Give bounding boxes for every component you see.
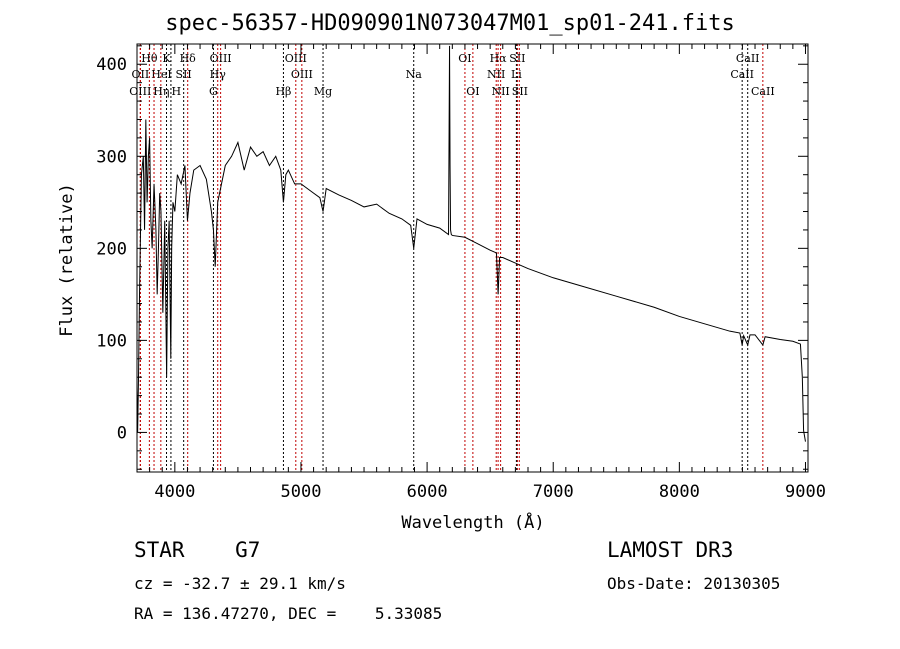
- spectral-line-label: Na: [406, 68, 423, 81]
- survey-name: LAMOST DR3: [607, 538, 734, 562]
- x-axis-label: Wavelength (Å): [401, 511, 544, 533]
- spectral-line-label: Hδ: [180, 52, 197, 65]
- spectral-line-label: G: [209, 85, 218, 98]
- spectral-line-label: CaII: [730, 68, 754, 81]
- y-tick-label: 0: [117, 423, 127, 443]
- spectral-line-label: K: [162, 52, 171, 65]
- y-axis-label: Flux (relative): [57, 183, 77, 337]
- spectral-line-label: SII: [509, 52, 525, 65]
- x-tick-label: 5000: [280, 482, 321, 502]
- redshift-cz: cz = -32.7 ± 29.1 km/s: [134, 574, 346, 593]
- spectral-line-label: SII: [512, 85, 528, 98]
- spectral-line-label: CaII: [736, 52, 760, 65]
- x-tick-label: 6000: [407, 482, 448, 502]
- spectral-line-label: NII: [487, 68, 505, 81]
- y-tick-label: 200: [96, 239, 127, 259]
- spectral-line-label: OIII: [285, 52, 307, 65]
- spectral-line-label: HeI: [151, 68, 171, 81]
- spectral-line-label: OI: [466, 85, 479, 98]
- spectral-line-label: OIII: [210, 52, 232, 65]
- spectral-line-label: Mg: [314, 85, 332, 98]
- spectral-line-label: Li: [511, 68, 522, 81]
- x-tick-label: 4000: [154, 482, 195, 502]
- spectral-line-label: OII: [132, 68, 150, 81]
- spectral-line-label: OIII: [129, 85, 151, 98]
- spectral-line-label: H: [171, 85, 181, 98]
- spectral-line-label: OI: [458, 52, 471, 65]
- x-tick-label: 8000: [659, 482, 700, 502]
- y-tick-label: 400: [96, 55, 127, 75]
- ra-dec: RA = 136.47270, DEC = 5.33085: [134, 604, 443, 623]
- obs-date: Obs-Date: 20130305: [607, 574, 781, 593]
- chart-title: spec-56357-HD090901N073047M01_sp01-241.f…: [165, 11, 735, 36]
- spectral-line-label: Hβ: [275, 85, 291, 98]
- y-tick-label: 100: [96, 331, 127, 351]
- spectral-line-label: Hα: [490, 52, 508, 65]
- spectral-line-label: CaII: [751, 85, 775, 98]
- x-tick-label: 9000: [785, 482, 826, 502]
- spectral-line-label: Hη: [153, 85, 169, 98]
- spectral-line-label: SII: [176, 68, 192, 81]
- spectral-line-label: Hθ: [141, 52, 158, 65]
- spectral-line-label: Hγ: [210, 68, 227, 81]
- plot-frame: [136, 43, 809, 473]
- y-tick-label: 300: [96, 147, 127, 167]
- spectrum-line: [136, 45, 806, 442]
- spectral-line-label: NII: [491, 85, 509, 98]
- x-tick-label: 7000: [533, 482, 574, 502]
- spectral-line-label: OIII: [291, 68, 313, 81]
- object-class: STAR G7: [134, 538, 261, 562]
